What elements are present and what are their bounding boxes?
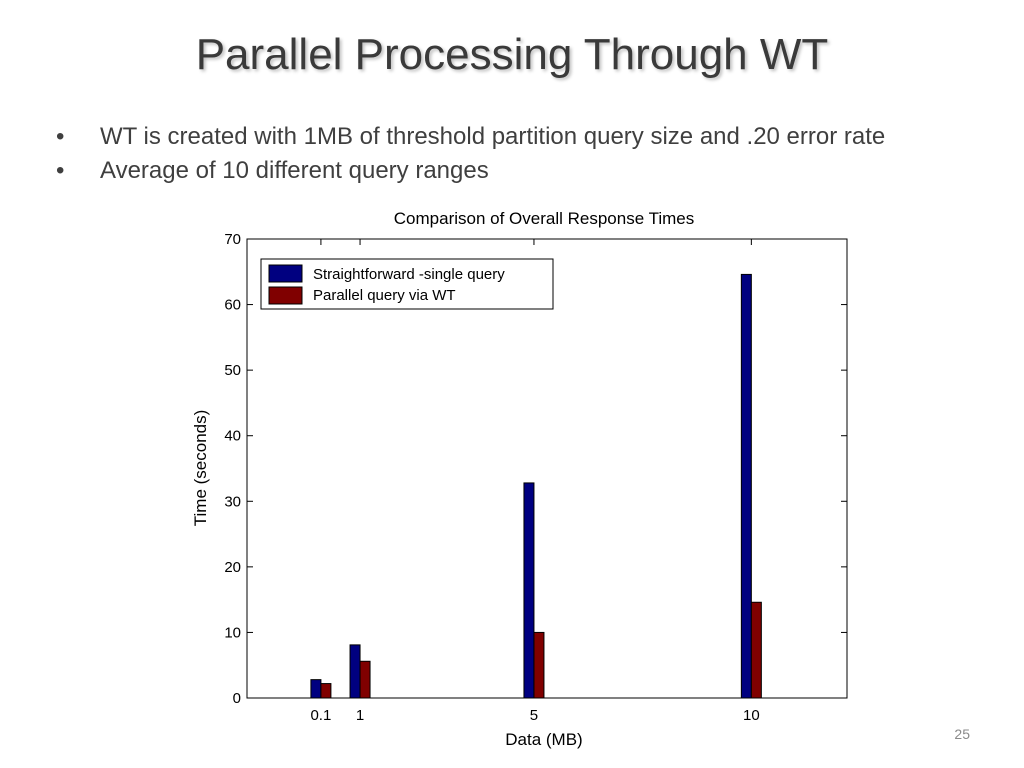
legend-label-straightforward: Straightforward -single query xyxy=(313,266,505,283)
y-tick-label: 10 xyxy=(224,624,241,641)
bullet-symbol: • xyxy=(56,157,65,184)
bullet-text: Average of 10 different query ranges xyxy=(100,157,489,184)
y-tick-label: 70 xyxy=(224,231,241,248)
bar-straightforward xyxy=(349,644,361,699)
bar-parallel xyxy=(320,683,332,699)
bar-straightforward xyxy=(310,679,322,699)
bar-straightforward xyxy=(523,482,535,699)
axes: 0 10 20 30 40 50 60 70 0.1 1 5 10 xyxy=(224,231,847,724)
bullet-item: • WT is created with 1MB of threshold pa… xyxy=(56,122,885,156)
slide-title: Parallel Processing Through WT xyxy=(195,30,829,79)
bar-straightforward xyxy=(740,273,752,699)
y-tick-label: 40 xyxy=(224,428,241,445)
legend-swatch-straightforward xyxy=(268,264,303,283)
chart-title: Comparison of Overall Response Times xyxy=(394,209,694,228)
bullet-symbol: • xyxy=(56,123,65,150)
legend: Straightforward -single query Parallel q… xyxy=(260,258,554,310)
x-tick-label: 5 xyxy=(530,707,538,724)
bar-parallel xyxy=(533,631,545,699)
page-number: 25 xyxy=(954,726,970,742)
legend-swatch-parallel xyxy=(268,286,303,305)
bar-parallel xyxy=(359,660,371,699)
x-tick-label: 10 xyxy=(743,707,760,724)
y-tick-label: 30 xyxy=(224,493,241,510)
bullet-text: WT is created with 1MB of threshold part… xyxy=(100,123,886,150)
response-time-chart: Comparison of Overall Response Times 010… xyxy=(191,209,848,749)
y-axis-label: Time (seconds) xyxy=(191,410,210,527)
y-tick-label: 50 xyxy=(224,362,241,379)
bullet-list: • WT is created with 1MB of threshold pa… xyxy=(56,122,885,190)
x-axis-label: Data (MB) xyxy=(505,730,582,749)
x-tick-label: 1 xyxy=(356,707,364,724)
y-tick-label: 60 xyxy=(224,297,241,314)
x-tick-label: 0.1 xyxy=(310,707,331,724)
legend-label-parallel: Parallel query via WT xyxy=(313,287,456,304)
legend-box xyxy=(260,258,554,310)
bars xyxy=(310,273,762,699)
bar-parallel xyxy=(750,601,762,699)
y-tick-label: 20 xyxy=(224,559,241,576)
bullet-item: • Average of 10 different query ranges xyxy=(56,156,885,190)
y-tick-label: 0 xyxy=(233,690,241,707)
